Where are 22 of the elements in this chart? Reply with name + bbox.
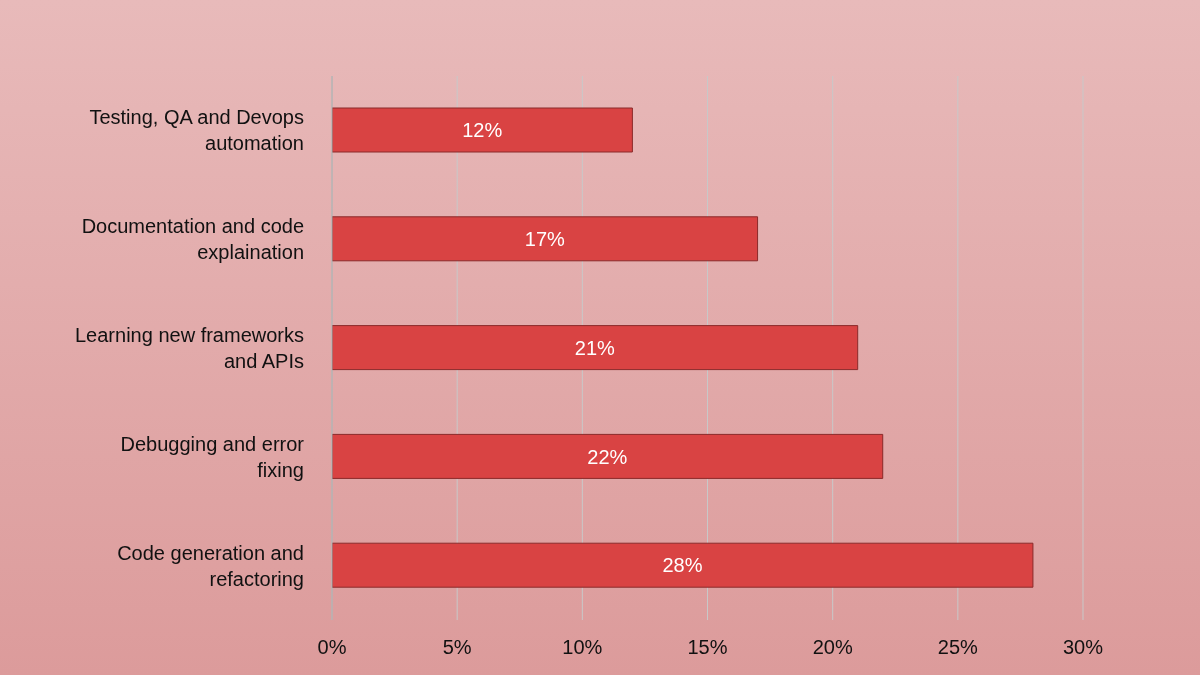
x-tick-label: 20% xyxy=(812,636,853,659)
bar xyxy=(332,325,859,371)
y-tick-label: Testing, QA and Devops automation xyxy=(89,106,304,155)
x-tick-label: 5% xyxy=(442,636,472,659)
x-tick-label: 25% xyxy=(937,636,979,659)
bar xyxy=(332,433,884,479)
x-tick-label: 30% xyxy=(1062,636,1104,659)
data-label: 21% xyxy=(574,336,616,359)
x-tick-label: 15% xyxy=(687,636,728,659)
bar xyxy=(332,542,1034,588)
data-label: 12% xyxy=(462,119,503,142)
bar xyxy=(332,107,633,153)
y-tick-label: Documentation and code explaination xyxy=(81,215,304,264)
data-label: 28% xyxy=(662,554,703,577)
x-tick-label: 10% xyxy=(562,636,603,659)
data-label: 22% xyxy=(587,445,628,468)
x-tick-label: 0% xyxy=(317,636,347,659)
y-tick-label: Debugging and error fixing xyxy=(120,432,305,481)
y-tick-label: Code generation and refactoring xyxy=(117,541,304,590)
bar xyxy=(332,216,759,262)
y-tick-label: Learning new frameworks and APIs xyxy=(75,324,304,372)
data-label: 17% xyxy=(524,227,566,250)
